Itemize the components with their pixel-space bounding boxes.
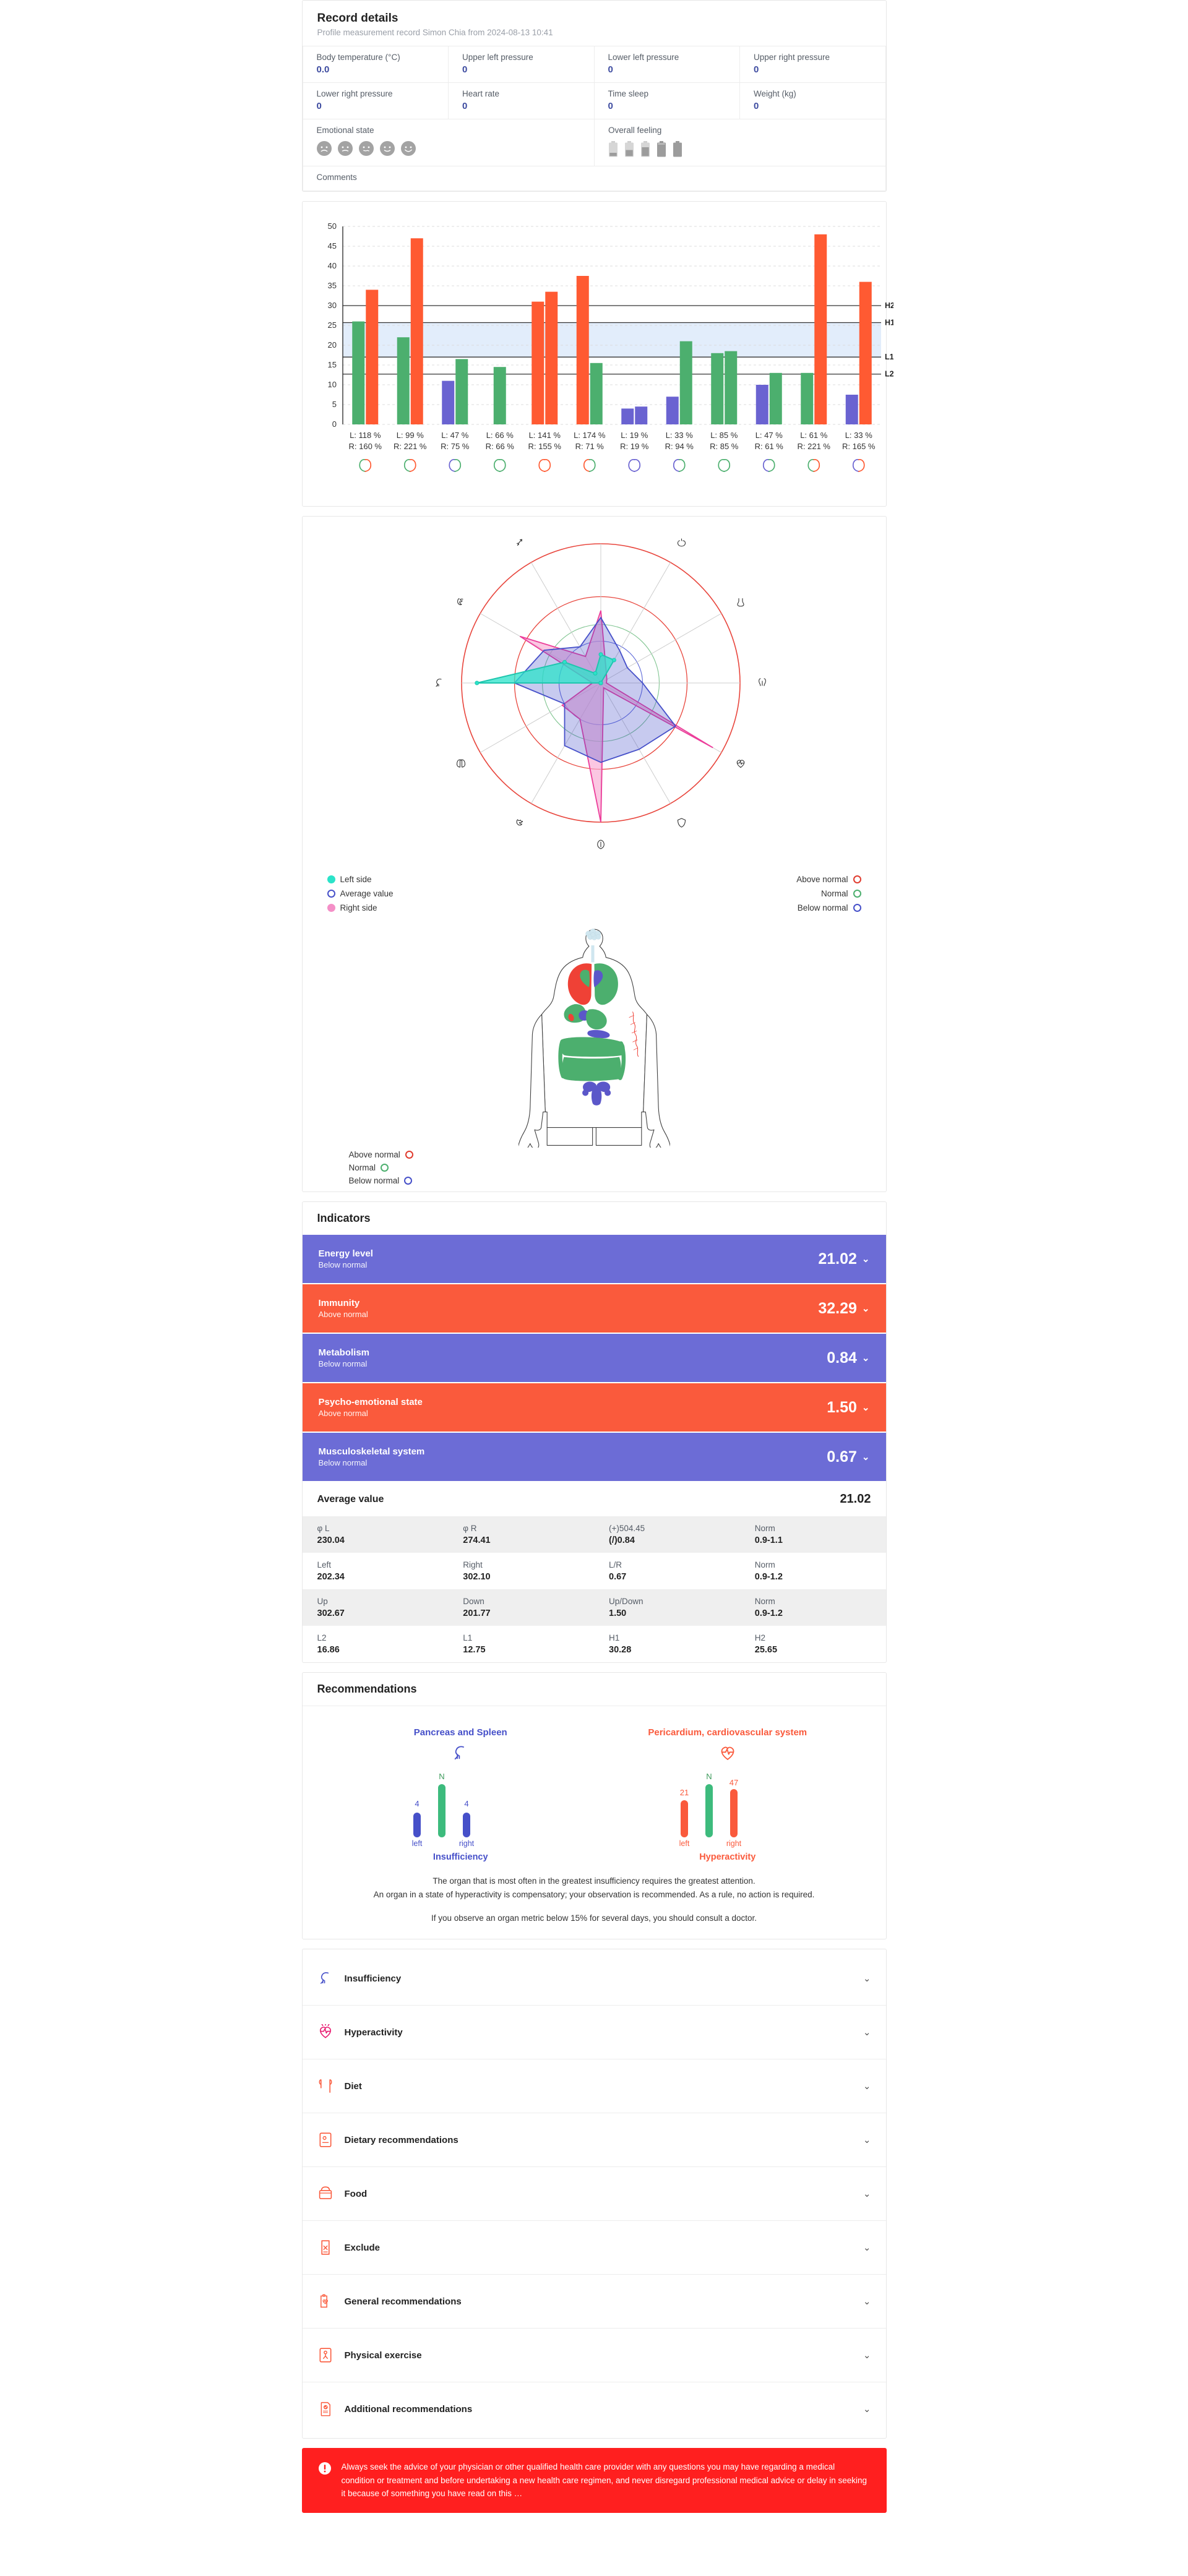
svg-text:R: 160 %: R: 160 % xyxy=(348,442,382,451)
svg-text:R: 61 %: R: 61 % xyxy=(754,442,783,451)
svg-text:40: 40 xyxy=(327,261,336,270)
svg-text:20: 20 xyxy=(327,340,336,350)
svg-text:R: 221 %: R: 221 % xyxy=(797,442,830,451)
svg-text:R: 155 %: R: 155 % xyxy=(528,442,561,451)
svg-text:L: 47 %: L: 47 % xyxy=(755,431,783,440)
svg-text:R: 66 %: R: 66 % xyxy=(485,442,514,451)
svg-text:left: left xyxy=(679,1839,689,1848)
svg-text:R: 75 %: R: 75 % xyxy=(441,442,470,451)
svg-text:R: 71 %: R: 71 % xyxy=(575,442,604,451)
svg-text:21: 21 xyxy=(680,1788,689,1797)
svg-text:H2: H2 xyxy=(885,301,893,310)
svg-text:R: 19 %: R: 19 % xyxy=(620,442,649,451)
svg-text:L: 33 %: L: 33 % xyxy=(665,431,693,440)
svg-text:35: 35 xyxy=(327,281,336,290)
svg-text:L: 85 %: L: 85 % xyxy=(710,431,738,440)
svg-text:R: 85 %: R: 85 % xyxy=(710,442,739,451)
svg-text:R: 165 %: R: 165 % xyxy=(842,442,876,451)
svg-text:L1: L1 xyxy=(885,353,893,361)
svg-text:L: 141 %: L: 141 % xyxy=(528,431,561,440)
svg-text:10: 10 xyxy=(327,380,336,389)
svg-text:15: 15 xyxy=(327,360,336,369)
svg-text:4: 4 xyxy=(465,1799,469,1808)
svg-text:H1: H1 xyxy=(885,319,893,327)
svg-text:L: 118 %: L: 118 % xyxy=(350,431,381,440)
svg-text:30: 30 xyxy=(327,301,336,310)
svg-text:L: 66 %: L: 66 % xyxy=(486,431,514,440)
svg-text:25: 25 xyxy=(327,320,336,330)
svg-text:L: 47 %: L: 47 % xyxy=(441,431,469,440)
svg-text:4: 4 xyxy=(415,1799,420,1808)
svg-text:right: right xyxy=(459,1839,475,1848)
svg-text:L: 61 %: L: 61 % xyxy=(800,431,828,440)
svg-text:L2: L2 xyxy=(885,370,893,379)
svg-text:N: N xyxy=(706,1772,712,1781)
svg-text:45: 45 xyxy=(327,241,336,251)
svg-text:right: right xyxy=(726,1839,742,1848)
svg-text:5: 5 xyxy=(332,400,336,409)
svg-text:R: 221 %: R: 221 % xyxy=(394,442,427,451)
svg-text:L: 99 %: L: 99 % xyxy=(396,431,424,440)
svg-text:R: 94 %: R: 94 % xyxy=(665,442,694,451)
svg-text:N: N xyxy=(439,1772,445,1781)
svg-text:L: 174 %: L: 174 % xyxy=(574,431,606,440)
svg-text:L: 19 %: L: 19 % xyxy=(621,431,648,440)
svg-text:47: 47 xyxy=(730,1778,738,1787)
svg-text:50: 50 xyxy=(327,221,336,231)
svg-text:0: 0 xyxy=(332,419,336,429)
svg-text:left: left xyxy=(412,1839,423,1848)
svg-text:L: 33 %: L: 33 % xyxy=(845,431,872,440)
